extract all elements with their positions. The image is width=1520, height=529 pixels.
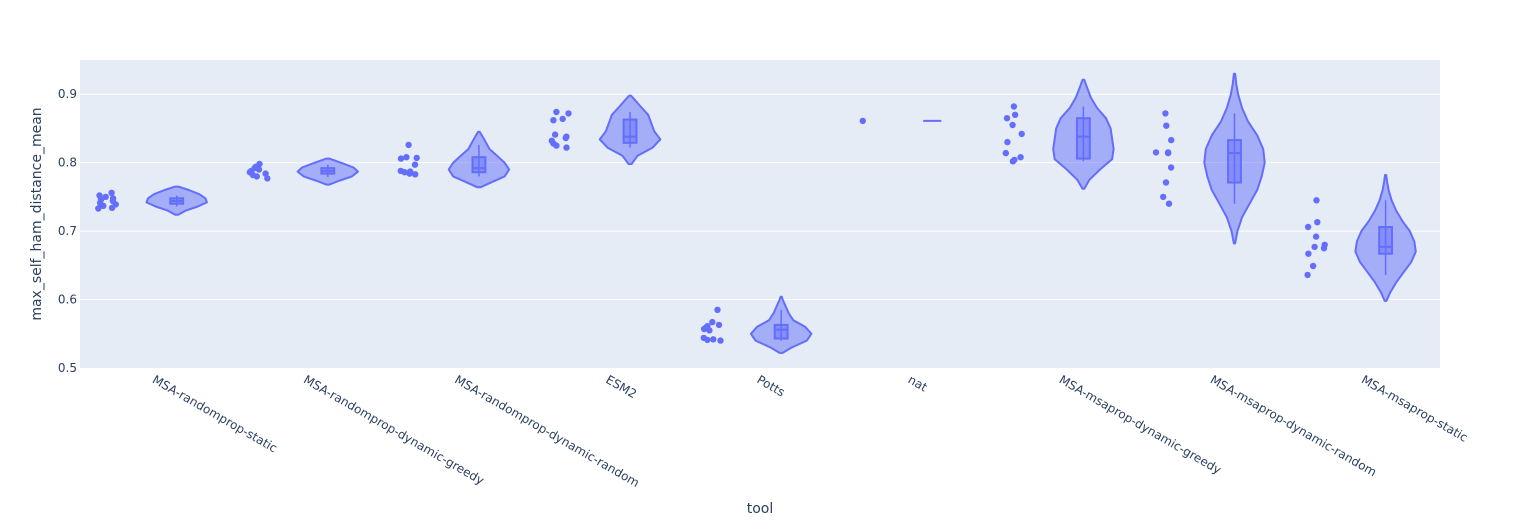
data-point	[559, 115, 566, 123]
data-point	[1304, 223, 1312, 231]
data-point	[255, 166, 263, 173]
y-tick-label: 0.7	[58, 224, 77, 238]
data-point	[253, 173, 260, 180]
data-point	[412, 171, 419, 178]
data-point	[1167, 164, 1175, 171]
data-point	[859, 117, 866, 125]
data-point	[1314, 219, 1321, 226]
data-point	[102, 193, 109, 201]
data-point	[1320, 245, 1328, 252]
data-point	[1162, 179, 1170, 186]
data-point	[401, 169, 408, 176]
data-point	[405, 141, 412, 149]
data-point	[562, 134, 569, 142]
data-point	[1011, 111, 1019, 119]
data-point	[262, 170, 269, 177]
x-tick-label: Potts	[755, 372, 788, 399]
data-point	[710, 336, 717, 343]
data-point	[264, 175, 271, 182]
x-tick-label: MSA-randomprop-static	[150, 372, 280, 455]
data-point	[1163, 122, 1170, 129]
y-axis-title: max_self_ham_distance_mean	[29, 107, 45, 320]
y-tick-label: 0.5	[58, 361, 77, 375]
x-axis-title: tool	[747, 501, 774, 517]
data-point	[1162, 110, 1169, 117]
data-point	[565, 110, 572, 117]
data-point	[1312, 233, 1320, 240]
data-point	[709, 318, 716, 326]
data-point	[1313, 197, 1320, 204]
data-point	[1009, 121, 1016, 129]
data-point	[1164, 149, 1172, 157]
data-point	[100, 202, 107, 209]
data-point	[108, 204, 116, 211]
data-point	[1004, 138, 1011, 146]
data-point	[706, 327, 713, 334]
x-tick-label: MSA-msaprop-static	[1359, 372, 1470, 444]
box-iqr	[622, 118, 638, 144]
data-point	[717, 337, 724, 344]
box-iqr	[773, 323, 789, 340]
data-point	[1160, 193, 1167, 201]
data-point	[1010, 103, 1018, 110]
data-point	[704, 336, 711, 344]
data-point	[714, 306, 721, 313]
data-point	[406, 170, 413, 177]
data-point	[403, 154, 410, 161]
y-tick-label: 0.6	[58, 293, 77, 307]
x-tick-label: MSA-msaprop-dynamic-random	[1208, 372, 1379, 479]
data-point	[411, 161, 419, 168]
plot-area-background	[80, 60, 1440, 368]
boxes	[169, 106, 1394, 341]
x-tick-label: nat	[906, 372, 930, 394]
data-point	[108, 189, 115, 196]
box-iqr	[471, 156, 487, 174]
x-tick-label: ESM2	[603, 372, 639, 401]
x-tick-label: MSA-msaprop-dynamic-greedy	[1057, 372, 1224, 476]
data-point	[397, 155, 405, 162]
data-point	[1009, 158, 1017, 165]
data-point	[553, 142, 560, 149]
y-tick-labels: 0.5 0.6 0.7 0.8 0.9	[58, 87, 77, 375]
box-iqr	[1378, 226, 1394, 255]
x-tick-label: MSA-randomprop-dynamic-greedy	[301, 372, 486, 487]
data-point	[550, 117, 557, 124]
data-point	[1309, 262, 1317, 270]
data-point	[1304, 271, 1311, 279]
box-iqr	[1075, 117, 1091, 160]
data-point	[413, 154, 420, 162]
points	[95, 103, 1328, 344]
data-point	[553, 108, 560, 116]
data-point	[1165, 200, 1173, 207]
data-point	[1018, 130, 1025, 138]
data-point	[1168, 136, 1175, 144]
data-point	[563, 144, 570, 151]
data-point	[1017, 154, 1024, 161]
data-point	[700, 325, 708, 333]
data-point	[551, 131, 559, 138]
data-point	[95, 205, 102, 212]
data-point	[1311, 243, 1318, 251]
data-point	[1003, 115, 1011, 122]
data-point	[715, 321, 723, 329]
data-point	[1305, 250, 1312, 257]
y-tick-label: 0.9	[58, 87, 77, 101]
x-tick-labels: MSA-randomprop-static MSA-randomprop-dyna…	[150, 372, 1470, 490]
data-point	[1152, 149, 1160, 156]
data-point	[1002, 149, 1009, 157]
y-tick-label: 0.8	[58, 156, 77, 170]
box-iqr	[1227, 139, 1242, 184]
